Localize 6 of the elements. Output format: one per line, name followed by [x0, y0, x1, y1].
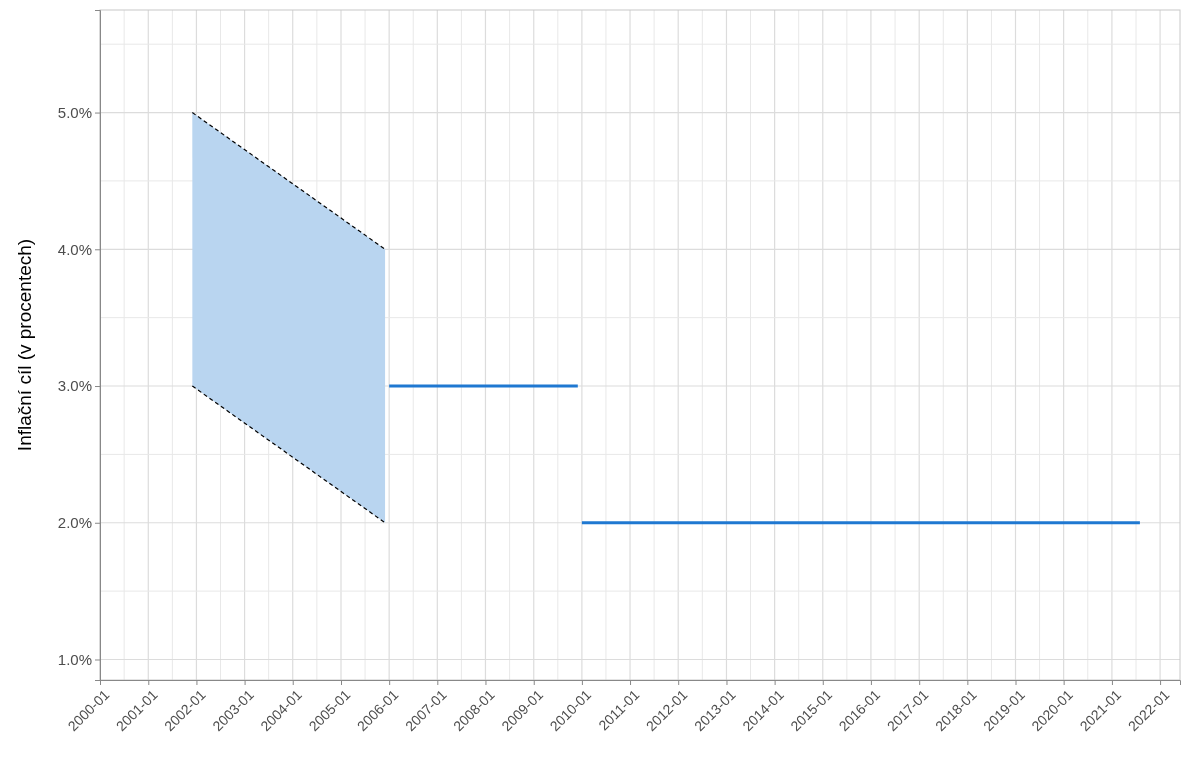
y-tick-label: 4.0%: [57, 240, 92, 258]
y-axis-title: Inflační cíl (v procentech): [14, 238, 35, 452]
y-tick-label: 2.0%: [57, 514, 92, 532]
y-tick-label: 5.0%: [57, 103, 92, 121]
y-tick-label: 3.0%: [57, 377, 92, 395]
y-tick-label: 1.0%: [57, 650, 92, 668]
